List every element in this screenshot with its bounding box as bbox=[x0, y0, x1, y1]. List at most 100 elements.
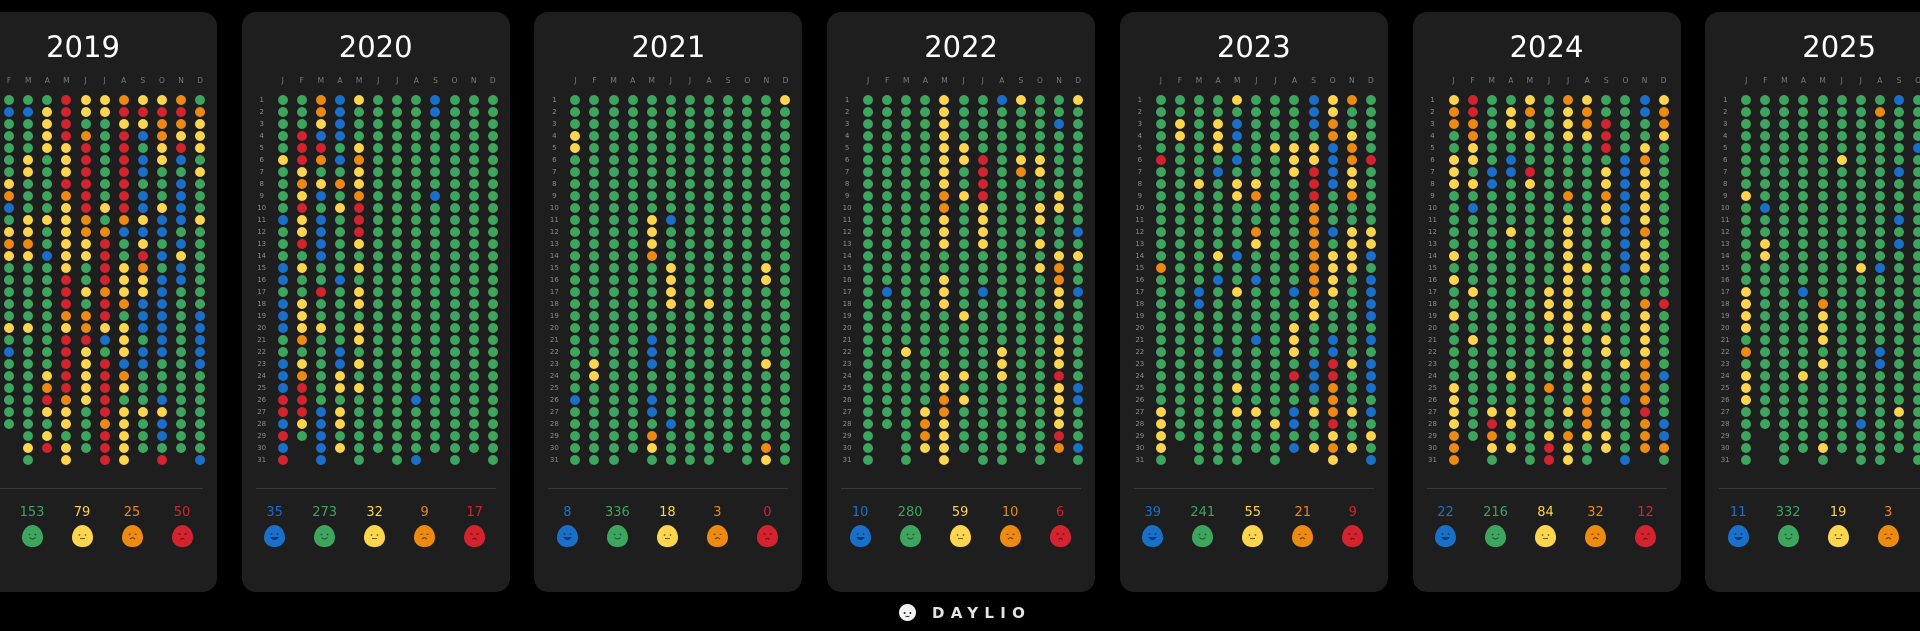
day-pixel-good[interactable] bbox=[1817, 227, 1828, 237]
day-pixel-bad[interactable] bbox=[1639, 155, 1650, 165]
day-pixel-good[interactable] bbox=[1486, 359, 1497, 369]
day-pixel-good[interactable] bbox=[684, 287, 695, 297]
day-pixel-meh[interactable] bbox=[977, 203, 988, 213]
day-pixel-bad[interactable] bbox=[920, 431, 931, 441]
day-pixel-good[interactable] bbox=[1779, 239, 1790, 249]
day-pixel-rad[interactable] bbox=[1893, 215, 1904, 225]
day-pixel-rad[interactable] bbox=[176, 191, 186, 201]
day-pixel-good[interactable] bbox=[80, 119, 91, 129]
day-pixel-good[interactable] bbox=[723, 191, 734, 201]
day-pixel-rad[interactable] bbox=[1365, 383, 1376, 393]
day-pixel-good[interactable] bbox=[1034, 95, 1045, 105]
day-pixel-rad[interactable] bbox=[1327, 347, 1338, 357]
day-pixel-good[interactable] bbox=[1563, 203, 1574, 213]
day-pixel-good[interactable] bbox=[996, 227, 1007, 237]
day-pixel-good[interactable] bbox=[780, 263, 791, 273]
day-pixel-bad[interactable] bbox=[4, 239, 15, 249]
day-pixel-good[interactable] bbox=[1913, 311, 1920, 321]
day-pixel-good[interactable] bbox=[1155, 275, 1166, 285]
day-pixel-good[interactable] bbox=[392, 251, 403, 261]
day-pixel-rad[interactable] bbox=[315, 191, 326, 201]
day-pixel-good[interactable] bbox=[1213, 371, 1224, 381]
day-pixel-good[interactable] bbox=[704, 143, 715, 153]
day-pixel-good[interactable] bbox=[1308, 347, 1319, 357]
day-pixel-good[interactable] bbox=[1582, 455, 1593, 465]
day-pixel-meh[interactable] bbox=[1544, 311, 1554, 321]
day-pixel-good[interactable] bbox=[977, 119, 988, 129]
day-pixel-meh[interactable] bbox=[23, 215, 34, 225]
day-pixel-good[interactable] bbox=[411, 203, 422, 213]
day-pixel-good[interactable] bbox=[1779, 191, 1790, 201]
day-pixel-good[interactable] bbox=[608, 371, 619, 381]
day-pixel-good[interactable] bbox=[487, 407, 498, 417]
day-pixel-meh[interactable] bbox=[1251, 179, 1262, 189]
day-pixel-awful[interactable] bbox=[1544, 443, 1554, 453]
day-pixel-good[interactable] bbox=[1213, 431, 1224, 441]
day-pixel-awful[interactable] bbox=[80, 203, 91, 213]
day-pixel-good[interactable] bbox=[1308, 335, 1319, 345]
day-pixel-bad[interactable] bbox=[80, 227, 91, 237]
day-pixel-bad[interactable] bbox=[1563, 191, 1574, 201]
day-pixel-good[interactable] bbox=[1855, 359, 1866, 369]
day-pixel-meh[interactable] bbox=[1346, 167, 1357, 177]
day-pixel-rad[interactable] bbox=[334, 119, 345, 129]
day-pixel-meh[interactable] bbox=[118, 275, 129, 285]
day-pixel-good[interactable] bbox=[1174, 347, 1185, 357]
day-pixel-meh[interactable] bbox=[296, 227, 307, 237]
day-pixel-good[interactable] bbox=[704, 203, 715, 213]
day-pixel-meh[interactable] bbox=[1817, 335, 1828, 345]
day-pixel-meh[interactable] bbox=[939, 431, 950, 441]
day-pixel-good[interactable] bbox=[449, 191, 460, 201]
day-pixel-good[interactable] bbox=[742, 275, 753, 285]
day-pixel-good[interactable] bbox=[1193, 431, 1204, 441]
day-pixel-awful[interactable] bbox=[99, 359, 110, 369]
day-pixel-good[interactable] bbox=[1270, 191, 1281, 201]
day-pixel-good[interactable] bbox=[570, 191, 581, 201]
day-pixel-good[interactable] bbox=[1544, 347, 1554, 357]
day-pixel-good[interactable] bbox=[1213, 107, 1224, 117]
day-pixel-good[interactable] bbox=[1836, 119, 1847, 129]
day-pixel-meh[interactable] bbox=[1155, 431, 1166, 441]
day-pixel-good[interactable] bbox=[315, 263, 326, 273]
day-pixel-good[interactable] bbox=[1760, 311, 1771, 321]
day-pixel-meh[interactable] bbox=[1232, 191, 1243, 201]
day-pixel-good[interactable] bbox=[1524, 395, 1535, 405]
day-pixel-good[interactable] bbox=[1544, 275, 1554, 285]
day-pixel-rad[interactable] bbox=[23, 107, 34, 117]
day-pixel-meh[interactable] bbox=[23, 227, 34, 237]
day-pixel-good[interactable] bbox=[1213, 179, 1224, 189]
day-pixel-good[interactable] bbox=[1073, 167, 1084, 177]
day-pixel-good[interactable] bbox=[1054, 227, 1065, 237]
day-pixel-good[interactable] bbox=[1467, 215, 1478, 225]
day-pixel-good[interactable] bbox=[1193, 323, 1204, 333]
day-pixel-good[interactable] bbox=[646, 203, 657, 213]
day-pixel-meh[interactable] bbox=[23, 443, 34, 453]
day-pixel-good[interactable] bbox=[1779, 119, 1790, 129]
day-pixel-good[interactable] bbox=[1251, 167, 1262, 177]
day-pixel-good[interactable] bbox=[1213, 191, 1224, 201]
day-pixel-good[interactable] bbox=[1213, 95, 1224, 105]
day-pixel-awful[interactable] bbox=[61, 107, 72, 117]
day-pixel-good[interactable] bbox=[684, 371, 695, 381]
day-pixel-good[interactable] bbox=[468, 359, 479, 369]
day-pixel-good[interactable] bbox=[1193, 119, 1204, 129]
day-pixel-good[interactable] bbox=[704, 407, 715, 417]
day-pixel-meh[interactable] bbox=[80, 107, 91, 117]
day-pixel-good[interactable] bbox=[723, 215, 734, 225]
day-pixel-good[interactable] bbox=[4, 287, 15, 297]
day-pixel-good[interactable] bbox=[1015, 395, 1026, 405]
day-pixel-good[interactable] bbox=[863, 203, 874, 213]
day-pixel-good[interactable] bbox=[1817, 119, 1828, 129]
day-pixel-good[interactable] bbox=[1760, 263, 1771, 273]
day-pixel-good[interactable] bbox=[1015, 407, 1026, 417]
day-pixel-good[interactable] bbox=[1817, 455, 1828, 465]
day-pixel-good[interactable] bbox=[901, 359, 912, 369]
day-pixel-good[interactable] bbox=[1913, 359, 1920, 369]
day-pixel-rad[interactable] bbox=[195, 347, 206, 357]
day-pixel-good[interactable] bbox=[1251, 107, 1262, 117]
day-pixel-good[interactable] bbox=[1054, 179, 1065, 189]
day-pixel-good[interactable] bbox=[996, 407, 1007, 417]
day-pixel-meh[interactable] bbox=[1467, 287, 1478, 297]
day-pixel-good[interactable] bbox=[1034, 179, 1045, 189]
day-pixel-meh[interactable] bbox=[977, 239, 988, 249]
